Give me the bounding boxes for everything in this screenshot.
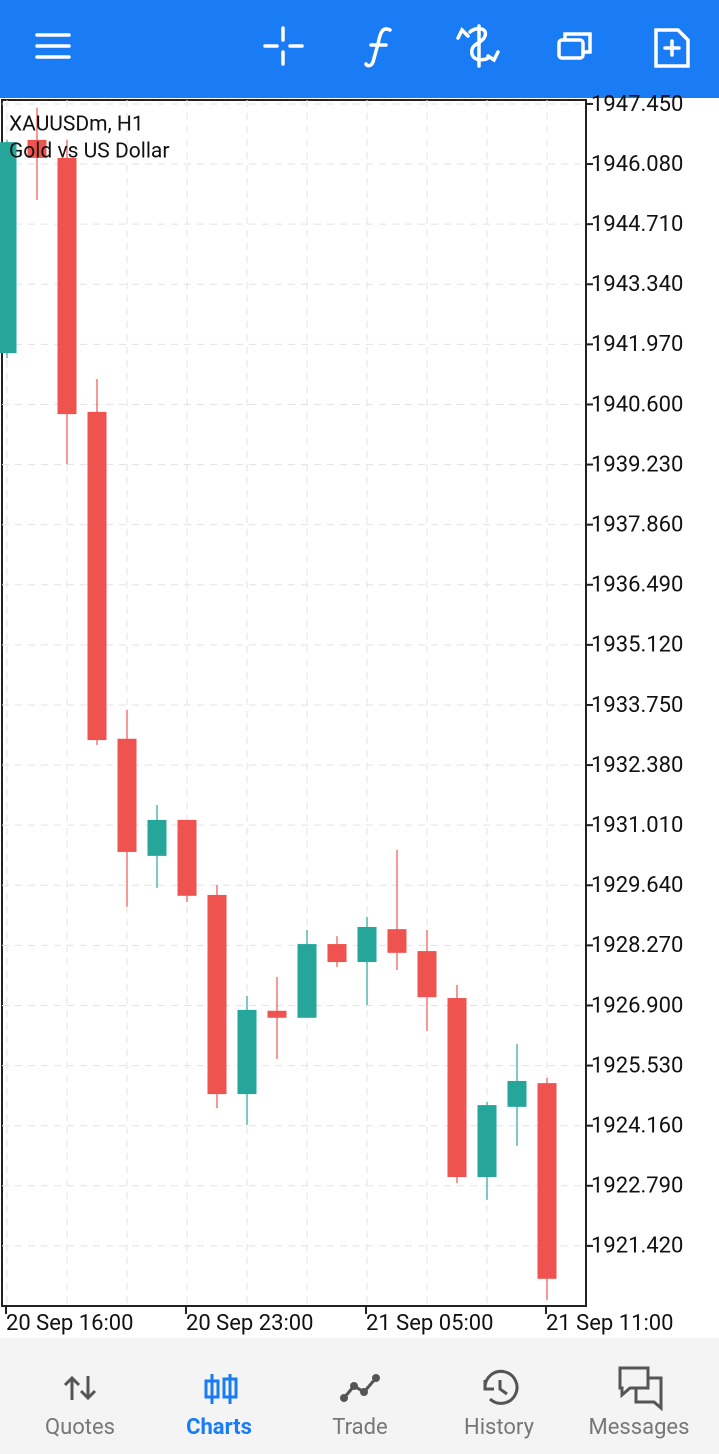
y-tick-label: 1939.230: [591, 452, 683, 477]
y-tick-label: 1946.080: [591, 152, 683, 177]
x-tick-label: 21 Sep 11:00: [546, 1311, 674, 1336]
candle-body: [0, 142, 17, 354]
chart-subtitle: Gold vs US Dollar: [9, 140, 169, 164]
charts-icon-box: [204, 1379, 220, 1399]
candle-body: [207, 894, 227, 1095]
history-icon: [483, 1369, 519, 1405]
nav-tab-label: History: [464, 1415, 535, 1440]
candle-body: [327, 944, 347, 963]
trade-icon-dot: [340, 1394, 348, 1402]
nav-tab[interactable]: History: [464, 1369, 535, 1440]
nav-tab-label: Messages: [589, 1415, 690, 1440]
windows-button[interactable]: [557, 32, 592, 60]
chart-title: XAUUSDm, H1: [9, 113, 144, 137]
x-tick-label: 20 Sep 23:00: [186, 1311, 314, 1336]
nav-tab-label: Quotes: [45, 1415, 115, 1440]
new-chart-button[interactable]: [654, 28, 690, 68]
y-tick-label: 1925.530: [591, 1053, 683, 1078]
candle-body: [537, 1083, 557, 1279]
y-tick-label: 1936.490: [591, 573, 683, 598]
candle-body: [297, 944, 317, 1018]
nav-tab[interactable]: Quotes: [45, 1375, 115, 1440]
y-tick-label: 1943.340: [591, 272, 683, 297]
y-tick-label: 1940.600: [591, 392, 683, 417]
chart: [0, 100, 586, 1306]
y-tick-label: 1933.750: [591, 693, 683, 718]
y-tick-label: 1937.860: [591, 512, 683, 537]
candle-body: [357, 926, 377, 963]
nav-tab-label: Charts: [186, 1415, 252, 1440]
y-tick-label: 1926.900: [591, 993, 683, 1018]
crosshair-button[interactable]: [263, 26, 304, 66]
y-tick-label: 1932.380: [591, 753, 683, 778]
candle-body: [267, 1010, 287, 1018]
nav-tab[interactable]: Trade: [332, 1374, 388, 1440]
candle-body: [387, 929, 407, 953]
candle-body: [237, 1009, 257, 1095]
messages-icon: [618, 1366, 663, 1412]
candle-body: [177, 819, 197, 896]
x-tick-label: 21 Sep 05:00: [366, 1311, 494, 1336]
trade-icon-dot: [350, 1382, 358, 1390]
candle-body: [27, 139, 47, 158]
y-tick-label: 1931.010: [591, 813, 683, 838]
nav-tab[interactable]: Messages: [589, 1366, 690, 1440]
quotes-icon: [63, 1375, 97, 1401]
candle-body: [117, 738, 137, 852]
nav-tab[interactable]: Charts: [186, 1374, 252, 1440]
y-tick-label: 1944.710: [591, 212, 683, 237]
y-tick-label: 1921.420: [591, 1234, 683, 1259]
candle-body: [447, 998, 467, 1178]
charts-icon-box: [222, 1377, 238, 1399]
trade-icon: [342, 1377, 378, 1399]
nav-tabs: Quotes Charts Trade History Messages: [45, 1366, 690, 1440]
bottom-nav: [0, 1338, 719, 1454]
candle-body: [87, 411, 107, 741]
candle-body: [477, 1105, 497, 1178]
nav-tab-label: Trade: [332, 1415, 387, 1440]
y-tick-label: 1941.970: [591, 332, 683, 357]
trade-button[interactable]: [456, 24, 500, 68]
y-tick-label: 1928.270: [591, 933, 683, 958]
y-tick-label: 1929.640: [591, 873, 683, 898]
y-tick-label: 1935.120: [591, 633, 683, 658]
candle-body: [417, 951, 437, 998]
candle-body: [57, 157, 77, 415]
x-tick-label: 20 Sep 16:00: [6, 1311, 134, 1336]
menu-button[interactable]: [35, 33, 71, 59]
y-tick-label: 1922.790: [591, 1174, 683, 1199]
indicators-button[interactable]: [364, 27, 392, 68]
trade-icon-dot: [372, 1374, 380, 1382]
candle-body: [147, 819, 167, 856]
y-tick-label: 1924.160: [591, 1114, 683, 1139]
toolbar: [0, 0, 719, 98]
candle-body: [507, 1080, 527, 1107]
y-tick-label: 1947.450: [591, 92, 683, 117]
trade-icon-dot: [360, 1388, 368, 1396]
